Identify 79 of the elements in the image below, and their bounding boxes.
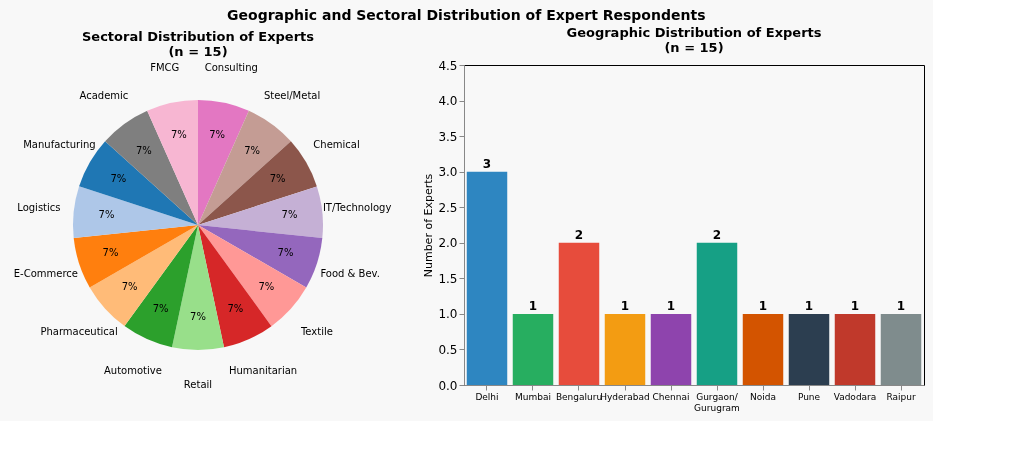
- chart-title: Sectoral Distribution of Experts: [81, 29, 315, 45]
- bar: [604, 313, 646, 385]
- data-label: 1: [804, 298, 814, 313]
- slice-label: Chemical: [313, 139, 360, 150]
- bar: [788, 313, 830, 385]
- data-label: 2: [574, 227, 584, 242]
- y-tick-label: 0.0: [438, 378, 458, 393]
- slice-label: Consulting: [204, 62, 258, 74]
- bar: [696, 242, 738, 385]
- text: Geographic and Sectoral Distribution of Expert Respondents: [227, 6, 706, 23]
- data-label: 3: [482, 156, 492, 171]
- bar: [558, 242, 600, 385]
- pie-slice: [73, 186, 198, 239]
- slice-label: Steel/Metal: [263, 89, 321, 101]
- data-label: 7%: [244, 144, 261, 156]
- data-label: 7%: [152, 303, 169, 315]
- y-tick-label: 1.0: [438, 307, 458, 322]
- data-label: 7%: [227, 303, 244, 315]
- y-tick-label: 4.0: [438, 94, 458, 109]
- x-tick-label: Mumbai: [515, 391, 551, 402]
- y-tick-label: 2.5: [438, 200, 458, 215]
- data-label: 7%: [190, 311, 206, 322]
- data-label: 7%: [277, 247, 294, 259]
- data-label: 1: [620, 298, 630, 313]
- chart-subtitle: (n = 15): [664, 40, 724, 55]
- data-label: 7%: [281, 209, 298, 221]
- y-axis-title: Number of Experts: [422, 173, 436, 278]
- data-label: 7%: [102, 247, 119, 259]
- slice-label: Textile: [299, 326, 333, 338]
- slice-label: Humanitarian: [228, 365, 298, 377]
- pie-slice: [198, 186, 323, 239]
- y-tick-label: 3.0: [438, 165, 458, 180]
- bar: [650, 313, 692, 385]
- data-label: 1: [758, 298, 768, 313]
- data-label: 1: [528, 298, 538, 313]
- pie-slice: [198, 225, 323, 288]
- bar: [742, 313, 784, 385]
- bar: [512, 313, 554, 385]
- x-tick-label: Bengaluru: [555, 391, 603, 402]
- data-label: 7%: [269, 173, 286, 184]
- y-tick-label: 2.0: [438, 236, 458, 251]
- pie-slice: [172, 225, 224, 350]
- data-label: 7%: [98, 209, 115, 221]
- slice-label: Automotive: [103, 365, 162, 377]
- x-tick-label: Chennai: [652, 391, 690, 402]
- data-label: 7%: [121, 280, 138, 292]
- bar: [466, 171, 508, 385]
- data-label: 2: [712, 227, 722, 242]
- chart-title: Geographic Distribution of Experts: [566, 25, 822, 40]
- x-tick-label: Noida: [750, 391, 776, 402]
- y-tick-label: 4.5: [438, 58, 458, 73]
- data-label: 7%: [209, 129, 226, 141]
- x-tick-label: Pune: [797, 391, 821, 402]
- chart-subtitle: (n = 15): [168, 44, 228, 60]
- slice-label: IT/Technology: [322, 202, 392, 214]
- data-label: 1: [666, 298, 676, 313]
- data-label: 7%: [110, 172, 127, 184]
- y-tick-label: 0.5: [438, 342, 458, 357]
- y-tick-label: 1.5: [438, 271, 458, 286]
- slice-label: Food & Bev.: [320, 268, 380, 280]
- slice-label: Academic: [79, 89, 129, 101]
- data-label: 7%: [258, 280, 275, 292]
- slice-label: FMCG: [150, 62, 180, 74]
- data-label: 7%: [170, 129, 187, 141]
- slice-label: E-Commerce: [13, 268, 78, 280]
- bar: [834, 313, 876, 385]
- data-label: 1: [896, 298, 906, 313]
- x-tick-label: Raipur: [886, 391, 916, 402]
- data-label: 1: [850, 298, 860, 313]
- slice-label: Logistics: [17, 202, 61, 214]
- slice-label: Pharmaceutical: [40, 326, 118, 338]
- x-tick-label: Vadodara: [833, 391, 877, 402]
- x-tick-label: Hyderabad: [600, 391, 650, 402]
- data-label: 7%: [135, 144, 152, 156]
- x-tick-label: Gurgaon/ Gurugram: [694, 391, 740, 413]
- slice-label: Manufacturing: [23, 138, 96, 150]
- slice-label: Retail: [183, 379, 213, 390]
- y-tick-label: 3.5: [438, 129, 458, 144]
- x-tick-label: Delhi: [475, 391, 499, 402]
